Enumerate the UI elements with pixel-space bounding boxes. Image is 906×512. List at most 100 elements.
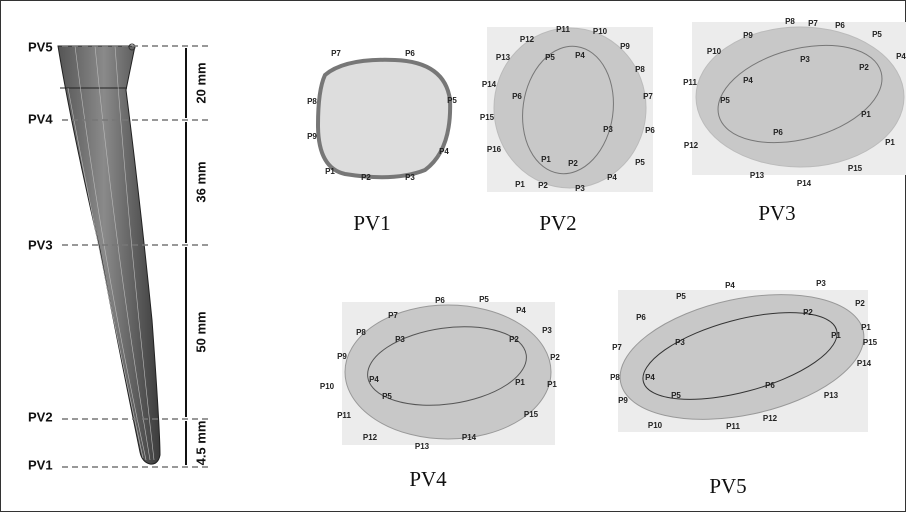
inner-point-label: P4: [575, 51, 585, 60]
dimension-label: 20 mm: [193, 62, 208, 103]
outer-point-label: P10: [593, 27, 608, 36]
outer-point-label: P4: [725, 281, 735, 290]
outer-point-label: P5: [635, 158, 645, 167]
outer-point-label: P15: [863, 338, 878, 347]
dimension-label: 36 mm: [193, 161, 208, 202]
outer-point-label: P12: [763, 414, 778, 423]
inner-point-label: P6: [765, 381, 775, 390]
level-label: PV1: [28, 457, 53, 472]
dimension-label: 4.5 mm: [193, 421, 208, 466]
pv4-shape: [342, 302, 555, 445]
outer-point-label: P5: [676, 292, 686, 301]
outer-point-label: P9: [307, 132, 317, 141]
outer-point-label: P15: [524, 410, 539, 419]
outer-point-label: P14: [482, 80, 497, 89]
inner-point-label: P3: [675, 338, 685, 347]
outer-point-label: P11: [726, 422, 740, 431]
outer-point-label: P7: [808, 19, 818, 28]
outer-point-label: P9: [743, 31, 753, 40]
outer-point-label: P6: [435, 296, 445, 305]
outer-point-label: P1: [861, 323, 871, 332]
outer-point-label: P12: [684, 141, 699, 150]
outer-point-label: P1: [547, 380, 557, 389]
outer-point-label: P3: [575, 184, 585, 193]
inner-point-label: P3: [800, 55, 810, 64]
inner-point-label: P4: [645, 373, 655, 382]
outer-point-label: P13: [750, 171, 765, 180]
outer-point-label: P11: [683, 78, 697, 87]
outer-point-label: P11: [337, 411, 351, 420]
outer-point-label: P15: [480, 113, 495, 122]
outer-point-label: P13: [824, 391, 839, 400]
inner-point-label: P5: [382, 392, 392, 401]
outer-point-label: P2: [361, 173, 371, 182]
outer-point-label: P7: [331, 49, 341, 58]
outer-point-label: P7: [388, 311, 398, 320]
inner-point-label: P1: [831, 331, 841, 340]
outer-point-label: P7: [643, 92, 653, 101]
level-label: PV4: [28, 111, 53, 126]
dimension-label: 50 mm: [193, 311, 208, 352]
section-title: PV5: [709, 474, 746, 498]
inner-point-label: P5: [545, 53, 555, 62]
inner-point-label: P2: [509, 335, 519, 344]
outer-point-label: P10: [648, 421, 663, 430]
outer-point-label: P4: [607, 173, 617, 182]
section-title: PV1: [353, 211, 390, 235]
outer-point-label: P6: [405, 49, 415, 58]
outer-point-label: P8: [610, 373, 620, 382]
outer-point-label: P2: [550, 353, 560, 362]
outer-point-label: P10: [320, 382, 335, 391]
outer-point-label: P4: [896, 52, 906, 61]
inner-point-label: P2: [803, 308, 813, 317]
outer-point-label: P15: [848, 164, 863, 173]
outer-point-label: P9: [618, 396, 628, 405]
outer-point-label: P1: [885, 138, 895, 147]
outer-point-label: P5: [872, 30, 882, 39]
inner-point-label: P2: [568, 159, 578, 168]
inner-point-label: P1: [541, 155, 551, 164]
outer-point-label: P12: [520, 35, 535, 44]
inner-point-label: P1: [515, 378, 525, 387]
outer-point-label: P8: [785, 17, 795, 26]
inner-point-label: P3: [603, 125, 613, 134]
outer-point-label: P14: [857, 359, 872, 368]
outer-point-label: P4: [439, 147, 449, 156]
inner-point-label: P4: [369, 375, 379, 384]
outer-point-label: P16: [487, 145, 502, 154]
outer-point-label: P14: [797, 179, 812, 188]
outer-point-label: P8: [356, 328, 366, 337]
section-title: PV3: [758, 201, 795, 225]
inner-point-label: P3: [395, 335, 405, 344]
level-label: PV5: [28, 39, 53, 54]
outer-point-label: P5: [447, 96, 457, 105]
outer-point-label: P8: [635, 65, 645, 74]
pv1-shape: [318, 60, 450, 177]
outer-point-label: P2: [538, 181, 548, 190]
level-label: PV3: [28, 237, 53, 252]
outer-point-label: P10: [707, 47, 722, 56]
outer-point-label: P13: [415, 442, 430, 451]
inner-point-label: P2: [859, 63, 869, 72]
outer-point-label: P5: [479, 295, 489, 304]
outer-point-label: P3: [405, 173, 415, 182]
outer-point-label: P14: [462, 433, 477, 442]
level-label: PV2: [28, 409, 53, 424]
inner-point-label: P1: [861, 110, 871, 119]
outer-point-label: P1: [325, 167, 335, 176]
outer-point-label: P3: [816, 279, 826, 288]
pv5-shape: [609, 274, 876, 439]
cone: [58, 44, 160, 464]
inner-point-label: P4: [743, 76, 753, 85]
section-title: PV2: [539, 211, 576, 235]
outer-point-label: P13: [496, 53, 511, 62]
outer-point-label: P2: [855, 299, 865, 308]
inner-point-label: P6: [512, 92, 522, 101]
outer-point-label: P4: [516, 306, 526, 315]
inner-point-label: P5: [671, 391, 681, 400]
outer-point-label: P11: [556, 25, 570, 34]
outer-point-label: P6: [645, 126, 655, 135]
outer-point-label: P1: [515, 180, 525, 189]
outer-point-label: P9: [620, 42, 630, 51]
inner-point-label: P5: [720, 96, 730, 105]
